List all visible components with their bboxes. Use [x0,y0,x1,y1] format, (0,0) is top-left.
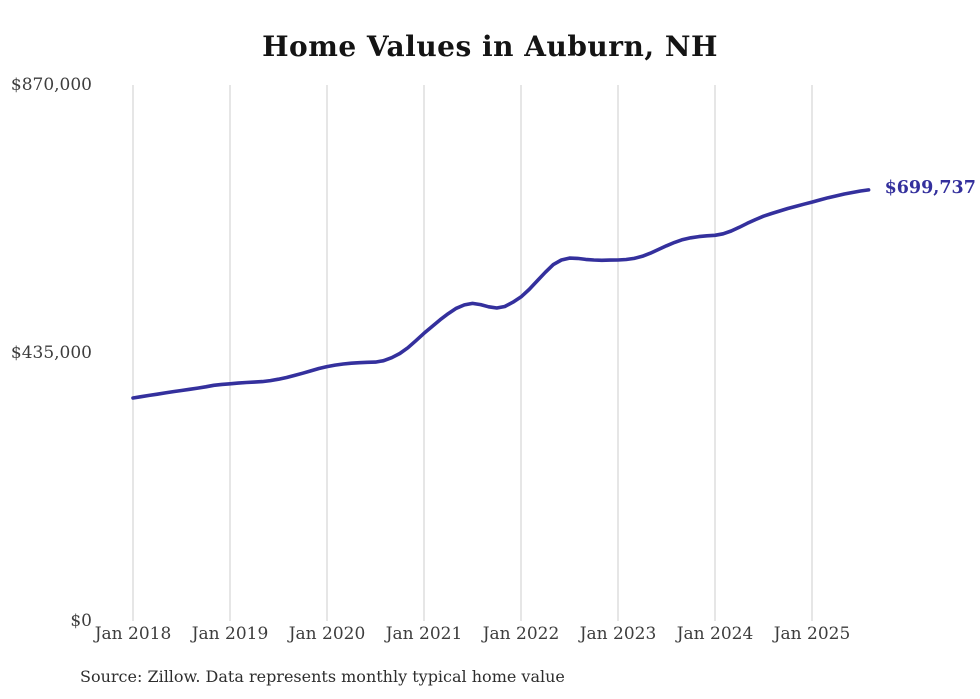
x-tick-label: Jan 2019 [191,624,269,644]
latest-value-label: $699,737 [884,177,976,198]
source-note: Source: Zillow. Data represents monthly … [80,667,565,686]
y-tick-label: $435,000 [10,343,92,363]
x-tick-label: Jan 2025 [773,624,851,644]
x-tick-label: Jan 2020 [288,624,366,644]
chart-title: Home Values in Auburn, NH [262,30,718,63]
y-tick-label: $870,000 [10,75,92,95]
x-tick-label: Jan 2023 [579,624,657,644]
x-tick-label: Jan 2018 [94,624,172,644]
y-tick-label: $0 [70,611,92,631]
home-value-line [131,188,871,400]
x-tick-label: Jan 2021 [385,624,463,644]
x-tick-label: Jan 2024 [676,624,754,644]
x-tick-label: Jan 2022 [482,624,560,644]
